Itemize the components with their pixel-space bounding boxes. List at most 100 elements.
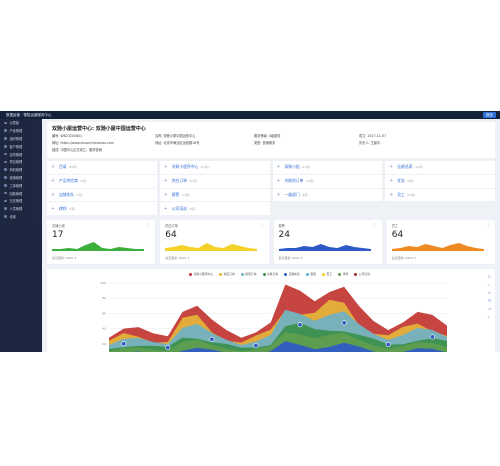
menu-icon: [4, 168, 7, 171]
legend-item[interactable]: 报警: [305, 272, 316, 276]
legend-item[interactable]: 员工: [322, 272, 332, 276]
quick-link[interactable]: + 目录 (80项): [47, 161, 157, 175]
sidebar-item[interactable]: 合同管理 ›: [0, 150, 42, 158]
legend-swatch: [354, 272, 358, 276]
stat-card-value: 17: [52, 230, 64, 240]
chart-toolbox: ↻ ⌕ ↺ ☷ ⊿ ⤓: [488, 275, 491, 319]
restore-icon[interactable]: ↺: [487, 291, 491, 295]
legend-item[interactable]: 律师: [338, 272, 348, 276]
quick-link-count: (21项): [200, 165, 209, 170]
data-point[interactable]: [341, 320, 347, 326]
legend-item[interactable]: 供应订单: [219, 272, 235, 276]
info-panel: 双驰小屋运营中心: 双驰小屋中国运营中心 编号: WB23200801 名称: 双…: [47, 122, 495, 158]
legend-label: 店铺车队: [288, 272, 300, 276]
zoom-icon[interactable]: ⌕: [487, 283, 490, 287]
sidebar-item[interactable]: 设置 ›: [0, 213, 42, 221]
sidebar-item[interactable]: 项目管理 ›: [0, 158, 42, 166]
plus-icon: +: [389, 178, 394, 185]
quick-link-count: (8项): [406, 179, 414, 184]
stat-card-value: 64: [165, 230, 177, 240]
legend-swatch: [305, 272, 309, 276]
menu-icon: [4, 152, 7, 156]
sidebar-item[interactable]: 商机管理 ›: [0, 166, 42, 174]
quick-link[interactable]: + 律师 (2项): [47, 202, 157, 216]
quick-link[interactable]: + 产品供应商 (5项): [47, 174, 157, 189]
data-point[interactable]: [429, 334, 435, 340]
stat-card[interactable]: 员工 ⓘ 64 最近更新 100% ▾: [386, 220, 495, 264]
sidebar-item[interactable]: 日志管理 ›: [0, 197, 42, 205]
data-point[interactable]: [121, 341, 127, 347]
sidebar-item[interactable]: 回款管理 ›: [0, 189, 42, 197]
chevron-right-icon: ›: [36, 144, 38, 149]
quick-link-count: (15项): [305, 179, 315, 184]
legend-item[interactable]: 关联订单: [262, 272, 278, 276]
stat-card[interactable]: 供应订单 ⓘ 64 最近更新 100% ▾: [160, 220, 269, 264]
stat-card-footer: 最近更新 100% ▾: [278, 256, 303, 260]
plus-icon: +: [163, 178, 168, 185]
chevron-right-icon: ›: [36, 159, 38, 164]
quick-link[interactable]: + 业绩总表 (19项): [385, 161, 495, 175]
chart-panel: 关联小程序中心 供应订单 报警订单 关联订单 店铺车队 报警 员工 律师 公司培训 ↻ ⌕ ↺ ☷ ⊿ ⤓…: [47, 269, 495, 352]
download-icon[interactable]: ⤓: [487, 315, 490, 319]
sidebar-item-label: 商机管理: [9, 168, 23, 173]
quick-link-count: (11项): [301, 165, 311, 170]
sidebar: 仪表板 › 产品管理 › 组织管理 › 客户管理 › 合同管理 › 项目管理 › 商机管理 › 营销管理 › 工…: [0, 119, 42, 352]
y-tick-label: 60: [102, 311, 106, 315]
legend-item[interactable]: 公司培训: [354, 272, 370, 276]
data-view-icon[interactable]: ☷: [487, 299, 491, 303]
sidebar-item-label: 客户管理: [9, 144, 23, 149]
info-field-label: 成立:: [359, 134, 367, 138]
stat-card-footer: 最近更新 100% ▾: [52, 256, 76, 260]
quick-link[interactable]: + 供应订单 (47项): [159, 174, 270, 189]
stat-card-footer: 最近更新 100% ▾: [165, 256, 190, 260]
sparkline-area: [165, 243, 258, 251]
sidebar-item-label: 仪表板: [9, 121, 20, 126]
y-tick-label: 80: [102, 296, 106, 300]
info-field: 名称: 双驰小屋中国运营中心: [155, 133, 195, 138]
quick-link[interactable]: + 关联小程序中心 (21项): [159, 161, 270, 175]
quick-link[interactable]: + 一级部门 (6项): [272, 188, 383, 203]
quick-link[interactable]: + 报警 (13项): [159, 188, 270, 203]
menu-icon: [4, 176, 7, 179]
legend-item[interactable]: 关联小程序中心: [189, 272, 213, 276]
sidebar-item[interactable]: 仪表板 ›: [0, 119, 42, 127]
quick-link-label: 律师: [59, 205, 67, 211]
info-field-value: 北京市海淀区运营路18号: [162, 141, 200, 145]
sidebar-item-label: 回款管理: [9, 191, 23, 196]
sidebar-item[interactable]: 人员管理 ›: [0, 205, 42, 213]
quick-link[interactable]: + 公司培训 (9项): [159, 202, 270, 216]
quick-link[interactable]: + 采购小组 (11项): [272, 161, 383, 175]
legend-item[interactable]: 店铺车队: [284, 272, 300, 276]
plus-icon: +: [276, 178, 281, 185]
stat-card[interactable]: 报警 ⓘ 24 最近更新 100% ▾: [273, 220, 382, 264]
data-point[interactable]: [297, 322, 303, 328]
chevron-right-icon: ›: [36, 175, 38, 180]
menu-icon: [4, 145, 7, 148]
sidebar-item[interactable]: 组织管理 ›: [0, 135, 42, 143]
sidebar-item[interactable]: 营销管理 ›: [0, 174, 42, 182]
legend-label: 公司培训: [358, 272, 370, 276]
legend-swatch: [240, 272, 244, 276]
info-field: 地址: 北京市海淀区运营路18号: [155, 140, 199, 145]
sidebar-item[interactable]: 客户管理 ›: [0, 142, 42, 150]
menu-icon: [4, 207, 7, 210]
quick-link[interactable]: + 任务 (8项): [385, 174, 495, 189]
data-point[interactable]: [209, 336, 215, 342]
data-point[interactable]: [165, 345, 171, 351]
menu-icon: [4, 129, 7, 132]
chevron-right-icon: ›: [36, 128, 38, 133]
quick-link[interactable]: + 员工 (54项): [385, 188, 495, 203]
sparkline-area: [278, 244, 371, 251]
line-icon[interactable]: ⊿: [487, 307, 491, 311]
data-point[interactable]: [385, 342, 391, 348]
page-title: 双驰小屋运营中心: 双驰小屋中国运营中心: [52, 126, 146, 132]
stat-card[interactable]: 店铺小组 ⓘ 17 最近更新 100% ▾: [47, 220, 156, 264]
legend-item[interactable]: 报警订单: [240, 272, 257, 276]
quick-link[interactable]: + 关联的订单 (15项): [272, 174, 383, 189]
quick-link[interactable]: + 店铺车队 (3项): [47, 188, 157, 203]
report-button[interactable]: 报告: [483, 112, 496, 118]
refresh-icon[interactable]: ↻: [487, 275, 491, 279]
data-point[interactable]: [253, 343, 259, 349]
sidebar-item[interactable]: 产品管理 ›: [0, 127, 42, 135]
sidebar-item[interactable]: 工单管理 ›: [0, 181, 42, 189]
